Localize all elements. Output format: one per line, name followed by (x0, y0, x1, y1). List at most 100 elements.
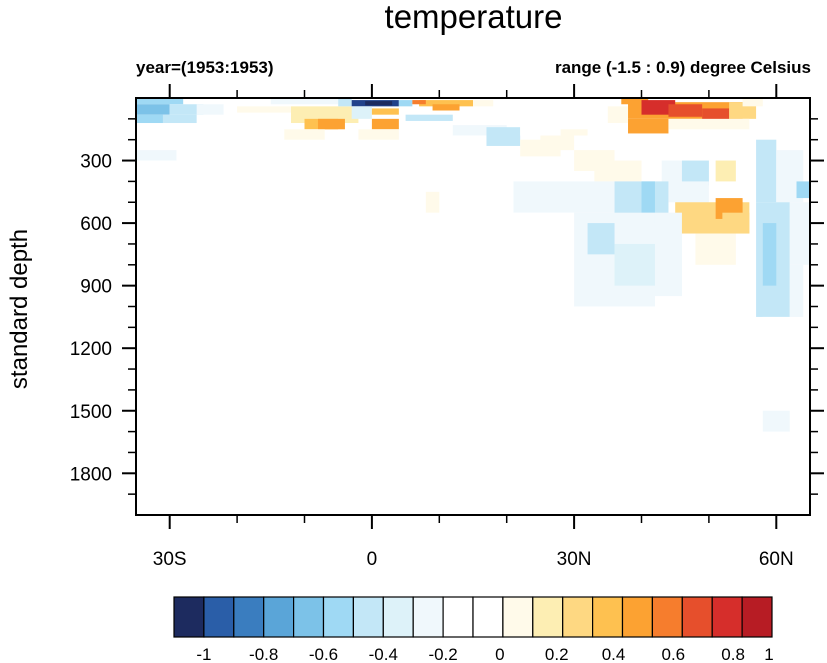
colorbar-box (472, 596, 504, 638)
heatmap-cell (270, 98, 339, 105)
heatmap-cell (203, 191, 217, 213)
x-tick-label: 0 (367, 549, 378, 570)
colorbar-label: 0.4 (602, 645, 626, 663)
colorbar-box (591, 596, 624, 638)
colorbar-box (562, 596, 594, 638)
colorbar-box (502, 596, 534, 638)
heatmap-cell (641, 100, 676, 115)
heatmap-cell (223, 98, 271, 105)
colorbar-label: 0.2 (545, 645, 569, 663)
heatmap-cell (621, 98, 649, 105)
left-string: year=(1953:1953) (136, 58, 274, 77)
heatmap-cell (169, 104, 204, 115)
colorbar-label: -0.8 (249, 645, 278, 663)
heatmap-cell (237, 106, 292, 113)
colorbar-box (532, 596, 564, 638)
colorbar-box (651, 596, 683, 638)
heatmap-cell (789, 264, 804, 317)
heatmap-cell (789, 202, 810, 265)
heatmap-cell (708, 296, 736, 349)
colorbar-box (233, 596, 265, 638)
heatmap-cell (628, 348, 655, 390)
heatmap-cell (668, 104, 703, 117)
x-tick-label: 30N (557, 549, 592, 570)
y-tick-label: 300 (80, 152, 112, 173)
heatmap-cell (587, 223, 615, 255)
heatmap-cell (668, 118, 750, 130)
heatmap-cell (452, 125, 507, 136)
heatmap-cell (641, 306, 669, 349)
heatmap-cell (486, 296, 514, 328)
heatmap-cell (715, 160, 736, 182)
heatmap-cell (432, 104, 460, 111)
heatmap-cell (594, 160, 642, 182)
colorbar-box (412, 596, 444, 638)
y-tick-label: 1500 (70, 402, 112, 423)
colorbar-box (681, 596, 713, 638)
heatmap-cell (365, 101, 393, 106)
y-tick-label: 1200 (70, 339, 112, 360)
colorbar-box (322, 596, 354, 638)
colorbar-label: -0.2 (428, 645, 457, 663)
heatmap-cell (762, 223, 777, 286)
heatmap-cell (136, 150, 177, 161)
heatmap-cell (695, 233, 736, 265)
heatmap-cell (621, 462, 642, 495)
heatmap-cell (628, 118, 669, 134)
heatmap-cell (136, 104, 170, 115)
heatmap-cell (419, 100, 473, 107)
heatmap-cells (136, 98, 810, 495)
heatmap-cell (762, 316, 790, 370)
heatmap-cell (560, 348, 602, 390)
heatmap-cell (742, 98, 763, 107)
heatmap-cell (641, 181, 655, 213)
heatmap-cell (756, 139, 777, 203)
heatmap-cell (136, 98, 184, 105)
colorbar-label: 0 (495, 645, 504, 663)
colorbar-box (203, 596, 235, 638)
colorbar-box (173, 596, 205, 638)
colorbar-box (741, 596, 773, 638)
heatmap-cell (796, 181, 810, 199)
heatmap-cell (136, 114, 163, 124)
heatmap-cell (702, 108, 730, 121)
colorbar-label: 0.6 (662, 645, 686, 663)
heatmap-cell (729, 389, 804, 495)
axes: 30S 0 30N 60N 300 600 900 1200 1500 1800 (70, 84, 824, 570)
heatmap-cell (398, 100, 413, 107)
heatmap-cell (284, 129, 325, 140)
y-tick-label: 1800 (70, 464, 112, 485)
heatmap-cell (136, 139, 170, 203)
x-tick-label: 60N (759, 549, 794, 570)
heatmap-cell (425, 191, 440, 213)
heatmap-cell (317, 118, 345, 130)
heatmap-cell (358, 129, 399, 140)
heatmap-cell (351, 106, 372, 119)
heatmap-cell (459, 170, 487, 192)
colorbar-label: -1 (196, 645, 211, 663)
colorbar-box (293, 596, 325, 638)
heatmap-cell (338, 98, 352, 107)
colorbar-label: 0.8 (721, 645, 745, 663)
heatmap-cell (614, 243, 655, 286)
right-string: range (-1.5 : 0.9) degree Celsius (554, 58, 811, 77)
heatmap-cell (506, 212, 575, 286)
colorbar-box (263, 596, 295, 638)
heatmap-cell (291, 268, 325, 278)
heatmap-cell (654, 212, 682, 297)
colorbar-label: 1 (764, 645, 773, 663)
heatmap-cell (540, 135, 575, 151)
heatmap-cell (722, 212, 750, 234)
heatmap-cell (473, 100, 494, 107)
colorbar-box (382, 596, 414, 638)
heatmap-cell (412, 100, 426, 105)
heatmap-cell (668, 181, 709, 203)
x-tick-label: 30S (153, 549, 187, 570)
heatmap-cell (196, 104, 224, 115)
heatmap-cell (371, 108, 399, 115)
colorbar-box (442, 596, 474, 638)
colorbar-label: -0.6 (309, 645, 338, 663)
colorbar-box (711, 596, 743, 638)
colorbar-label: -0.4 (369, 645, 398, 663)
